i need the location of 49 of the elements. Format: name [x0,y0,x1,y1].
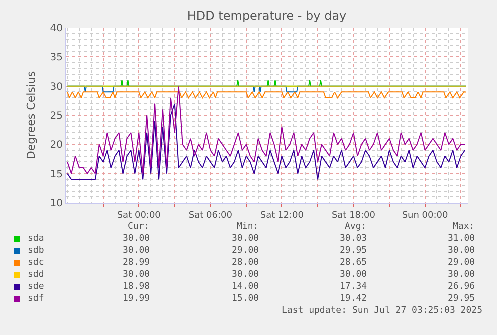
y-tick-label: 20 [50,140,63,152]
text: 18.98 [123,282,150,292]
chart-title: HDD temperature - by day [187,9,347,24]
y-tick-label: 25 [50,111,63,122]
text: 30.03 [340,234,368,244]
y-tick-label: 30 [50,82,63,93]
y-tick-label: 15 [50,169,63,180]
text: Max: [453,222,475,232]
legend-label: sdb [28,246,44,256]
text: 29.95 [340,246,368,256]
legend-label: sdd [28,270,44,280]
text: 14.00 [232,282,260,292]
text: 29.00 [448,258,476,268]
text: 19.99 [123,294,150,304]
legend-label: sdf [28,294,44,304]
text: Last update: Sun Jul 27 03:25:03 2025 [282,306,482,316]
x-tick-label: Sat 06:00 [188,210,233,221]
text: 30.00 [123,270,150,280]
text: 28.00 [232,258,260,268]
legend-label: sda [28,234,44,244]
legend-label: sde [28,282,44,292]
text: 28.99 [123,258,150,268]
x-tick-label: Sat 18:00 [332,210,376,221]
text: 26.96 [448,282,476,292]
text: Cur: [128,222,150,232]
x-tick-label: Sat 12:00 [260,210,304,221]
text: 31.00 [448,234,476,244]
y-axis-title: Degrees Celsius [24,71,38,160]
x-tick-label: Sat 00:00 [117,210,162,221]
text: 30.00 [448,246,476,256]
text: 30.00 [340,270,368,280]
x-tick-label: Sun 00:00 [402,210,449,221]
text: 30.00 [232,234,260,244]
y-tick-label: 35 [50,52,63,64]
text: Avg: [345,222,367,232]
text: 17.34 [340,282,368,292]
text: 30.00 [123,246,150,256]
y-tick-label: 10 [50,198,63,210]
text: 30.00 [232,270,260,280]
text: 28.65 [340,258,368,268]
text: 19.42 [340,294,368,304]
text: 30.00 [123,234,150,244]
text: 29.00 [232,246,260,256]
text: 30.00 [448,270,476,280]
text: 15.00 [232,294,260,304]
text: Min: [237,222,259,232]
text: 29.95 [448,294,476,304]
legend-label: sdc [28,258,44,268]
y-tick-label: 40 [50,24,63,34]
